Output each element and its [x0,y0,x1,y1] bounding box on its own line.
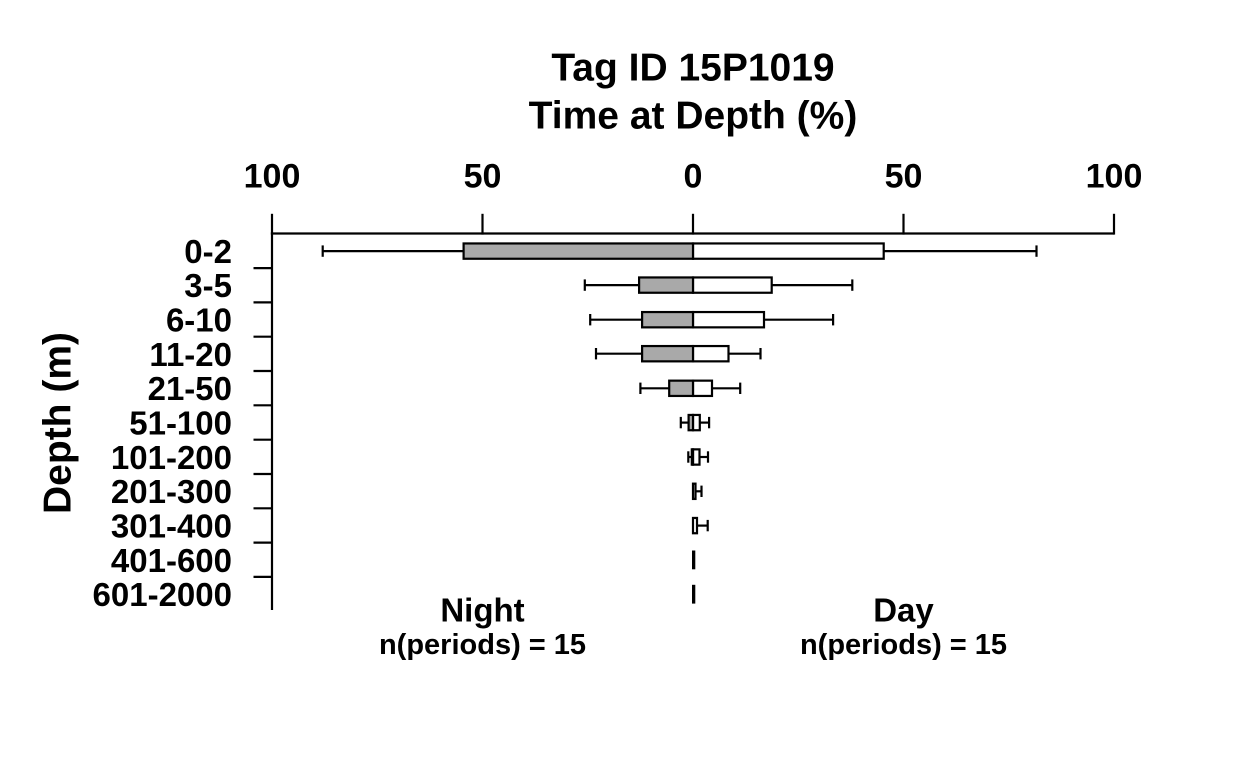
svg-text:101-200: 101-200 [111,439,232,476]
svg-text:Time at Depth (%): Time at Depth (%) [529,94,858,137]
svg-text:Night: Night [440,591,524,628]
svg-text:301-400: 301-400 [111,508,232,545]
svg-text:21-50: 21-50 [148,370,232,407]
svg-text:n(periods) = 15: n(periods) = 15 [379,629,586,661]
svg-text:6-10: 6-10 [166,302,232,339]
svg-text:601-2000: 601-2000 [93,576,232,613]
svg-text:Depth (m): Depth (m) [36,332,79,514]
svg-text:100: 100 [244,158,301,196]
svg-text:100: 100 [1086,158,1143,196]
svg-text:201-300: 201-300 [111,473,232,510]
svg-text:n(periods) = 15: n(periods) = 15 [800,629,1007,661]
svg-text:0: 0 [684,158,703,196]
svg-text:401-600: 401-600 [111,542,232,579]
svg-text:51-100: 51-100 [129,405,232,442]
svg-text:Day: Day [873,591,934,628]
svg-text:50: 50 [885,158,923,196]
svg-text:50: 50 [464,158,502,196]
svg-text:0-2: 0-2 [184,233,232,270]
svg-text:Tag ID 15P1019: Tag ID 15P1019 [551,47,834,90]
svg-text:11-20: 11-20 [149,336,232,373]
svg-text:3-5: 3-5 [184,267,232,304]
